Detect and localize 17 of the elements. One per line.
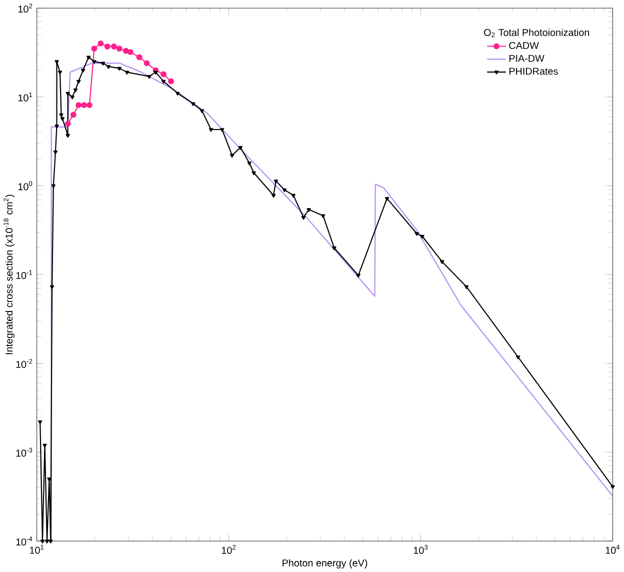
legend-label: CADW	[509, 42, 539, 49]
legend-label: PHIDRates	[509, 68, 558, 75]
y-tick-label: 10$^{-2}$	[16, 358, 32, 368]
y-tick-label: 10$^{2}$	[18, 4, 32, 13]
x-tick-label: 10$^{1}$	[30, 544, 44, 554]
legend-label: PIA-DW	[509, 54, 544, 62]
y-tick-label: 10$^{-3}$	[16, 448, 32, 457]
y-axis-title: Integrated cross section (x10$^{-18}$ cm$^{2}$)	[4, 194, 15, 354]
x-tick-label: 10$^{3}$	[414, 544, 428, 554]
legend-title: O$_{2}$ Total Photoionization	[484, 28, 590, 38]
x-tick-label: 10$^{4}$	[606, 544, 620, 554]
y-tick-label: 10$^{1}$	[18, 92, 32, 102]
y-tick-label: 10$^{-4}$	[16, 536, 32, 546]
x-axis-title: Photon energy (eV)	[282, 559, 368, 568]
y-tick-label: 10$^{-1}$	[16, 270, 32, 279]
y-tick-label: 10$^{0}$	[18, 181, 32, 190]
x-tick-label: 10$^{2}$	[222, 544, 236, 554]
